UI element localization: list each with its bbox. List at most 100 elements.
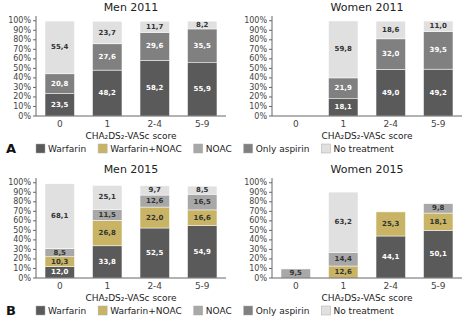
data-label: 50,1 [430, 250, 447, 258]
x-tick-label: 5-9 [431, 119, 446, 129]
bar-segment [93, 21, 122, 44]
panel: Women 201118,149,049,221,932,039,559,818… [244, 1, 462, 141]
y-tick [33, 182, 36, 183]
y-tick [33, 58, 36, 59]
data-label: 54,9 [194, 248, 211, 256]
y-tick [33, 77, 36, 78]
y-tick-label: 50% [13, 64, 31, 73]
bar-segment [93, 185, 122, 209]
y-tick-label: 100% [8, 16, 31, 25]
data-label: 27,6 [99, 53, 116, 61]
x-tick-label: 2-4 [383, 281, 398, 291]
bar-segment [424, 21, 453, 31]
data-labels: 18,149,049,221,932,039,559,818,611,0 [335, 22, 447, 111]
y-tick [269, 230, 272, 231]
bar-segment [45, 249, 74, 257]
y-tick-label: 0% [18, 112, 31, 121]
bar-segment [376, 211, 405, 212]
legend-entry: Warfarin+NOAC [110, 306, 182, 316]
x-tick-label: 5-9 [195, 119, 210, 129]
y-tick-label: 80% [249, 35, 267, 44]
bar-segment [45, 94, 74, 116]
bar-segment [376, 21, 405, 39]
legend-swatch [98, 306, 107, 315]
y-tick [269, 68, 272, 69]
bar-segment [188, 226, 217, 278]
data-label: 8,5 [196, 186, 209, 194]
bar-segment [45, 184, 74, 249]
data-label: 26,8 [99, 229, 116, 237]
x-tick-label: 1 [340, 119, 346, 129]
legend-swatch [36, 144, 45, 153]
y-tick-label: 70% [249, 207, 267, 216]
bar-segment [45, 267, 74, 278]
y-tick-label: 10% [13, 102, 31, 111]
title: Men 2015 [104, 163, 159, 176]
legend-swatch [98, 144, 107, 153]
panel: Women 201544,150,112,625,318,19,514,49,8… [244, 163, 462, 303]
data-label: 68,1 [51, 212, 68, 220]
data-label: 55,9 [194, 85, 211, 93]
legend-swatch [194, 306, 203, 315]
data-label: 58,2 [146, 84, 163, 92]
bar-segment [188, 63, 217, 116]
data-label: 25,1 [99, 193, 116, 201]
y-tick [33, 239, 36, 240]
bar-segment [140, 61, 169, 116]
y-tick [33, 192, 36, 193]
bar-segment [140, 207, 169, 228]
y-tick [269, 77, 272, 78]
bar-segment [140, 195, 169, 207]
bar-segment [329, 192, 358, 252]
data-label: 35,5 [194, 42, 211, 50]
y-tick [269, 258, 272, 259]
legend-entry: Only aspirin [256, 306, 310, 316]
y-tick [269, 220, 272, 221]
y-tick [269, 116, 272, 117]
y-tick [33, 278, 36, 279]
y-tick [33, 30, 36, 31]
bar-segment [45, 257, 74, 267]
bar-segment [329, 252, 358, 266]
bars [45, 184, 217, 278]
data-label: 16,6 [194, 214, 211, 222]
legend-entry: NOAC [206, 144, 232, 154]
legend-entry: Warfarin+NOAC [110, 144, 182, 154]
data-label: 12,6 [146, 197, 163, 205]
bar-segment [93, 220, 122, 246]
y-tick-label: 0% [254, 112, 267, 121]
bar-segment [45, 74, 74, 94]
y-tick-label: 0% [254, 274, 267, 283]
legend-swatch [322, 144, 331, 153]
legend-swatch [244, 144, 253, 153]
x-tick-label: 1 [104, 119, 110, 129]
data-label: 12,0 [51, 268, 68, 276]
y-tick [269, 239, 272, 240]
legend: WarfarinWarfarin+NOACNOACOnly aspirinNo … [36, 306, 394, 316]
y-tick-label: 90% [249, 26, 267, 35]
y-tick [269, 87, 272, 88]
y-axis-line [36, 178, 37, 278]
y-tick [33, 106, 36, 107]
y-tick-label: 90% [13, 26, 31, 35]
data-label: 49,2 [430, 89, 447, 97]
bar-segment [188, 21, 217, 29]
background [0, 0, 474, 324]
bar-segment [140, 32, 169, 60]
y-tick-label: 10% [249, 102, 267, 111]
y-tick-label: 100% [8, 178, 31, 187]
y-tick-label: 80% [249, 197, 267, 206]
data-labels: 44,150,112,625,318,19,514,49,863,2 [290, 204, 447, 277]
y-tick [269, 182, 272, 183]
y-tick [33, 230, 36, 231]
data-label: 39,5 [430, 46, 447, 54]
bar-segment [140, 228, 169, 278]
bar-segment [45, 21, 74, 74]
y-tick-label: 60% [13, 54, 31, 63]
data-label: 55,4 [51, 43, 68, 51]
data-label: 59,8 [335, 45, 352, 53]
x-tick-label: 1 [340, 281, 346, 291]
y-tick-label: 20% [249, 92, 267, 101]
data-label: 18,6 [382, 26, 399, 34]
data-labels: 12,033,852,554,910,326,822,016,68,511,51… [51, 186, 211, 276]
